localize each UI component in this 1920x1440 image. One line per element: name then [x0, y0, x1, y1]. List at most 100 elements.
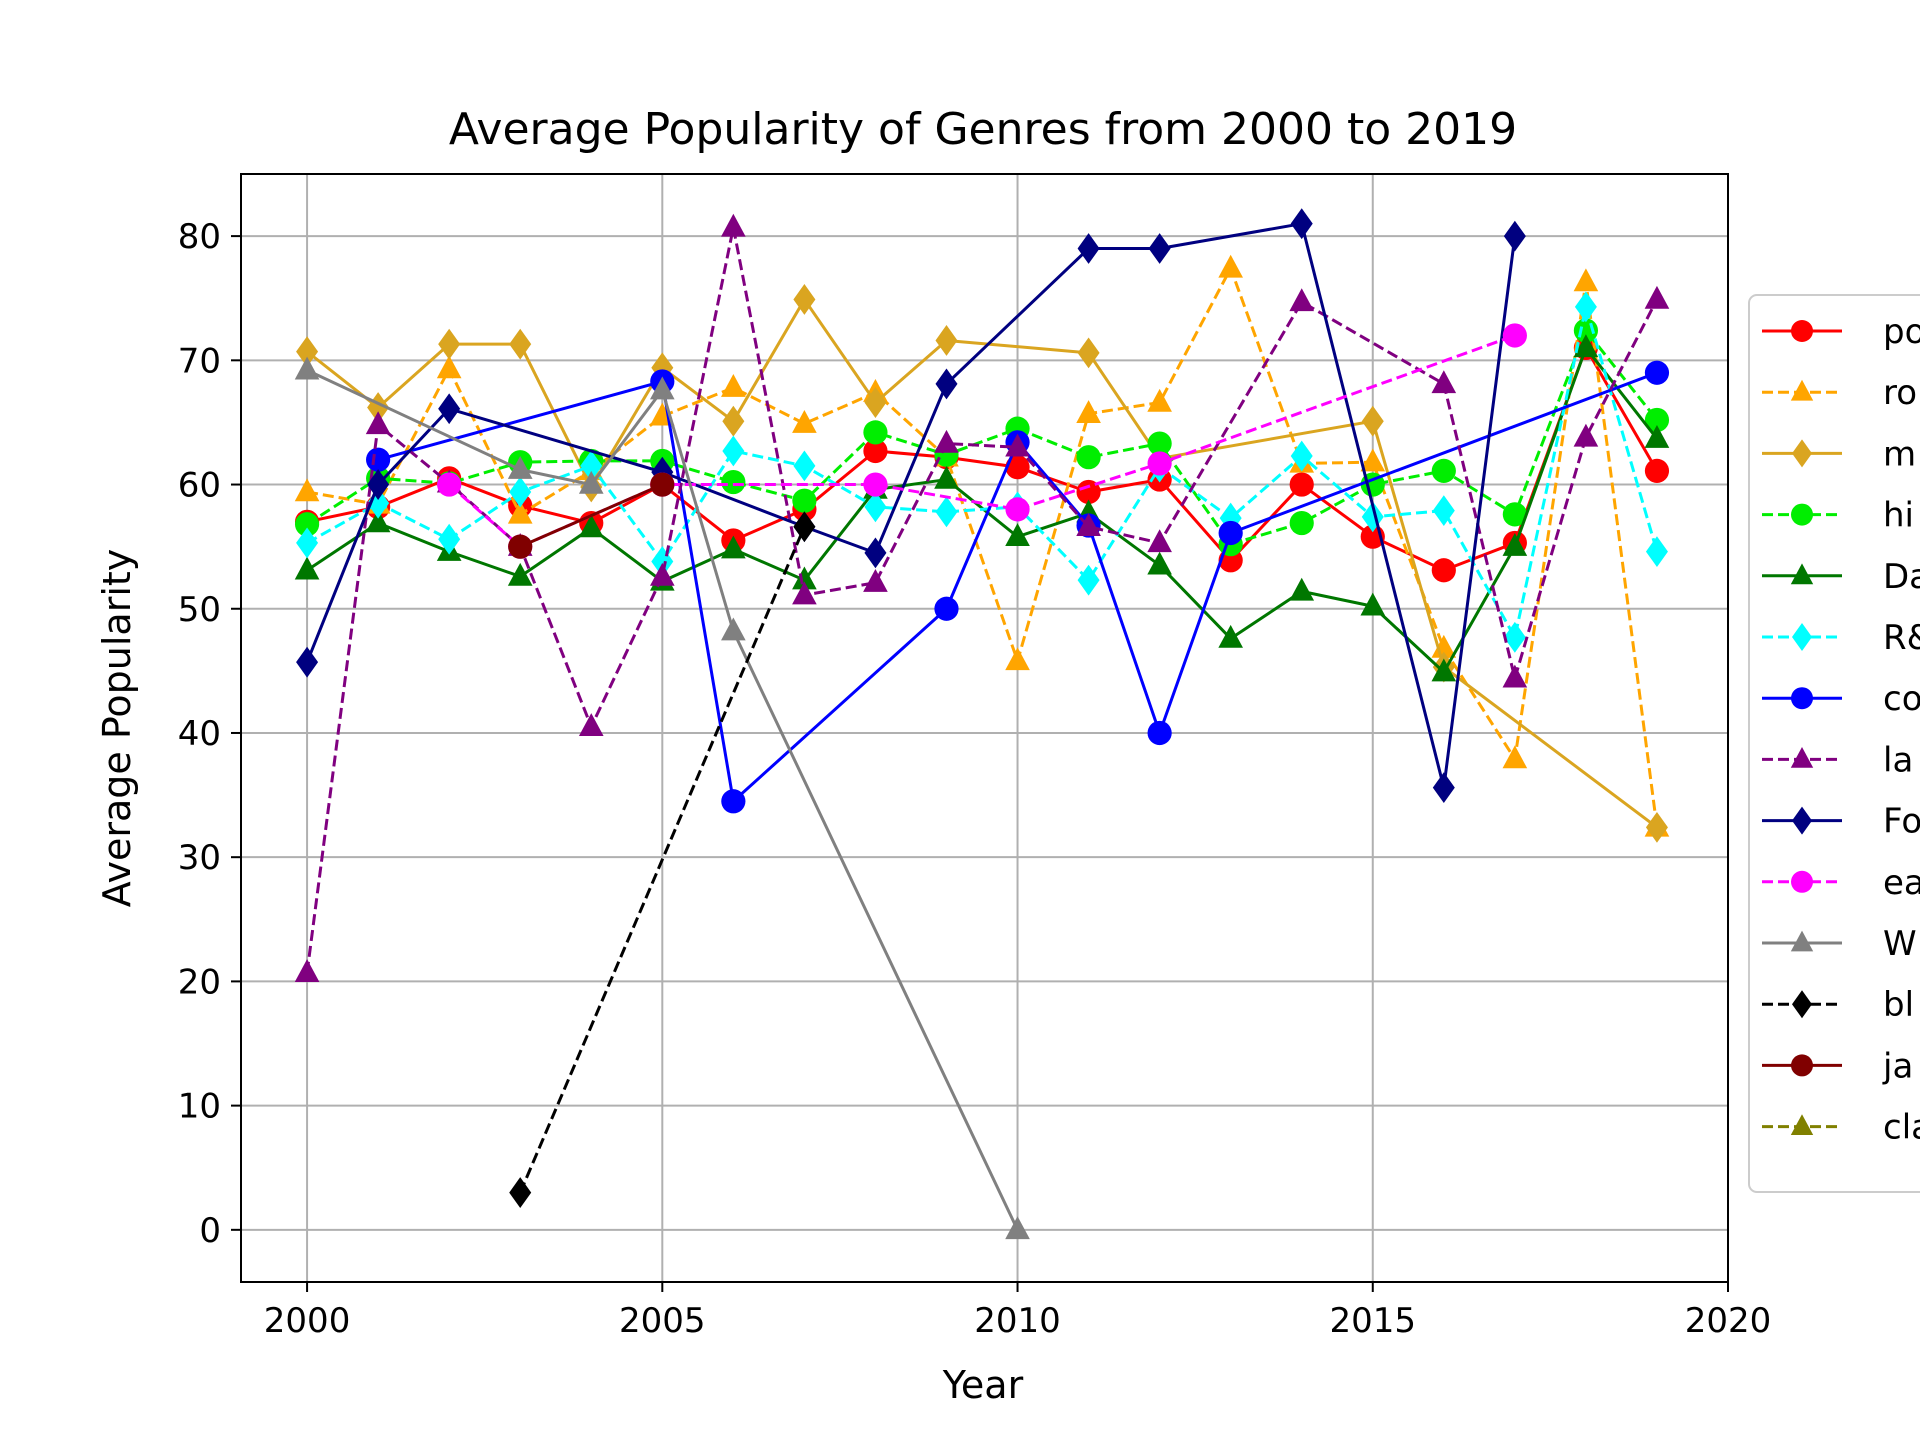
data-point [1360, 448, 1386, 472]
data-point [1644, 458, 1670, 483]
legend-marker [1791, 1054, 1813, 1077]
legend-item: R& [1762, 618, 1920, 658]
data-point [1077, 233, 1100, 264]
data-point [1502, 664, 1528, 688]
data-point [1361, 405, 1384, 437]
y-tick-label: 10 [178, 1087, 221, 1127]
data-point [1147, 720, 1172, 746]
legend-item: hi [1762, 496, 1914, 536]
data-point [1503, 621, 1526, 653]
data-point [578, 713, 604, 736]
data-point [1005, 455, 1030, 480]
data-point [722, 405, 745, 437]
data-point [507, 562, 533, 586]
legend-marker [1791, 503, 1813, 526]
series-line [306, 266, 1659, 828]
data-point [294, 959, 320, 982]
legend-item: ja [1762, 1046, 1913, 1086]
legend-label: ea [1883, 863, 1920, 903]
data-point [578, 514, 604, 538]
legend-label: ja [1882, 1046, 1913, 1086]
data-point [1076, 513, 1101, 537]
data-point [1005, 523, 1030, 546]
x-axis-ticks: 2000 2005 2010 2015 2020 [264, 1282, 1771, 1341]
data-point [1431, 558, 1456, 583]
data-point [721, 789, 746, 814]
legend-label: co [1883, 679, 1920, 719]
data-point [1644, 285, 1670, 309]
series-bl [509, 511, 816, 1208]
data-point [721, 469, 746, 495]
data-point [1644, 424, 1670, 448]
data-point [721, 374, 746, 397]
data-point [1431, 458, 1456, 483]
legend-marker [1792, 806, 1812, 835]
data-point [1147, 529, 1172, 553]
data-point [296, 527, 319, 559]
x-tick-label: 2015 [1330, 1301, 1417, 1341]
data-point [793, 450, 816, 482]
data-point [1005, 1216, 1030, 1240]
data-point [1290, 208, 1313, 240]
data-point [1076, 479, 1101, 505]
data-point [294, 356, 320, 380]
data-point [509, 328, 532, 360]
data-point [1148, 233, 1171, 264]
data-point [509, 476, 532, 508]
data-point [1218, 254, 1243, 278]
data-point [934, 596, 959, 621]
legend-marker [1791, 870, 1813, 893]
data-point [1502, 502, 1527, 527]
data-point [1005, 497, 1030, 522]
legend-marker [1791, 687, 1813, 710]
data-point [863, 438, 888, 464]
data-point [507, 500, 533, 524]
data-point [367, 392, 390, 423]
data-point [1077, 337, 1100, 369]
data-point [294, 556, 320, 580]
data-point [580, 450, 603, 482]
data-point [1432, 772, 1455, 804]
legend-label: la [1883, 740, 1913, 780]
y-tick-label: 70 [178, 341, 221, 381]
data-point [1431, 370, 1457, 394]
data-point [1360, 592, 1386, 616]
series-line [306, 368, 1019, 1231]
data-point [294, 478, 320, 502]
series-line [305, 222, 1517, 790]
data-point [508, 534, 533, 559]
plot-frame [240, 173, 1729, 1283]
data-point [649, 562, 675, 586]
data-point [721, 213, 746, 237]
data-point [509, 1177, 532, 1208]
legend-label: bl [1883, 985, 1914, 1025]
data-point [1289, 577, 1315, 601]
legend-label: W [1883, 924, 1917, 964]
data-point [1644, 407, 1670, 433]
data-point [722, 435, 745, 467]
series-line [306, 329, 1659, 546]
data-point [296, 646, 319, 678]
series-Fo [296, 208, 1526, 804]
data-point [649, 376, 675, 400]
series-Da [294, 334, 1670, 682]
data-point [1502, 533, 1528, 556]
data-point [438, 523, 461, 555]
legend-label: Da [1883, 557, 1920, 597]
legend-marker [1790, 563, 1814, 585]
series-layer [294, 208, 1670, 1240]
data-point [366, 447, 391, 472]
legend-item: Da [1762, 557, 1920, 597]
series-line [519, 483, 663, 549]
y-tick-label: 30 [178, 838, 221, 878]
data-point [1218, 624, 1243, 648]
data-point [935, 368, 958, 400]
legend-marker [1792, 623, 1812, 651]
legend-item: bl [1762, 985, 1914, 1025]
data-point [1290, 440, 1313, 472]
legend-marker [1791, 320, 1813, 342]
data-point [721, 617, 746, 641]
legend-marker [1790, 747, 1814, 768]
series-line [306, 346, 1659, 572]
series-W [294, 356, 1030, 1240]
